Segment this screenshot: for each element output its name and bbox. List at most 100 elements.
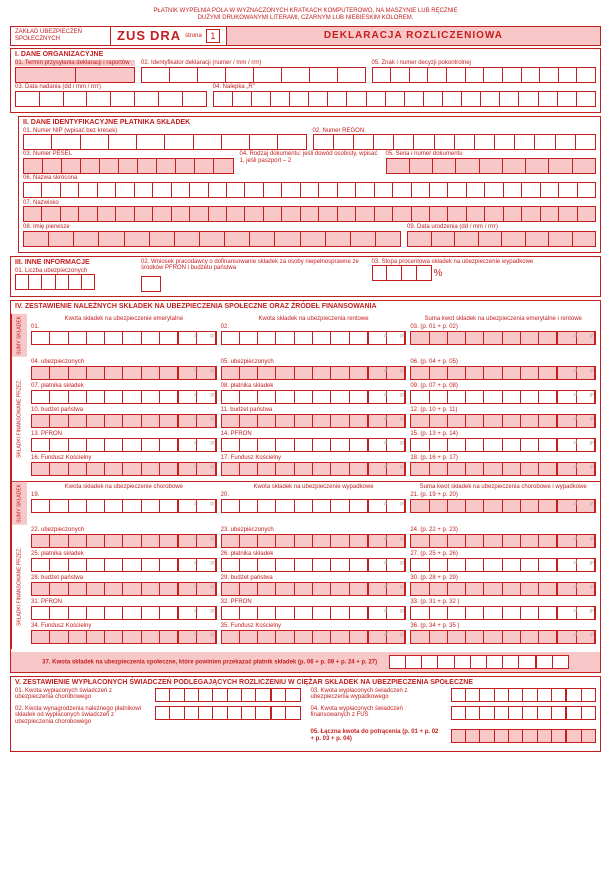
percent-sign: % [434,268,443,279]
money-input[interactable]: złgr [221,366,407,380]
s2-f06-label: 06. Nazwa skrócona [23,175,596,182]
s2-f08-label: 08. Imię pierwsze [23,224,401,231]
money-input[interactable]: złgr [31,606,217,620]
s4-tab-finby: SKŁADKI FINANSOWANE PRZEZ: [11,357,27,481]
money-input[interactable]: złgr [221,558,407,572]
s3-f01-label: 01. Liczba ubezpieczonych [15,268,135,275]
money-input[interactable]: złgr [410,331,596,345]
surname-input[interactable] [23,206,596,222]
money-input[interactable]: złgr [31,630,217,644]
money-input[interactable]: złgr [410,582,596,596]
regon-input[interactable] [313,134,597,150]
money-input[interactable]: złgr [410,414,596,428]
s4-tab-sumy: SUMY SKŁADEK [11,314,27,357]
money-input[interactable]: złgr [221,462,407,476]
money-input[interactable]: złgr [221,438,407,452]
money-input[interactable]: złgr [410,630,596,644]
page-word: strona [185,33,202,39]
money-input[interactable]: złgr [221,582,407,596]
s5-f05-label: 05. Łączna kwota do potrącenia (p. 01 + … [311,729,441,743]
s5-f05-input[interactable] [451,729,597,743]
field-03-label: 03. Data nadania (dd / mm / rrrr) [15,84,207,91]
s4-hb3: Suma kwot składek na ubezpieczenia choro… [410,484,596,490]
line-37-input[interactable] [389,655,569,669]
field-02-input[interactable] [141,67,366,83]
money-input[interactable]: złgr [31,390,217,404]
field-01-input[interactable] [15,67,135,83]
money-input[interactable]: złgr [31,366,217,380]
firstname-input[interactable] [23,231,401,247]
money-input[interactable]: złgr [410,558,596,572]
top-instruction: PŁATNIK WYPEŁNIA POLA W WYZNACZONYCH KRA… [10,8,601,22]
agency-name: ZAKŁAD UBEZPIECZEŃ SPOŁECZNYCH [11,27,111,44]
field-02-label: 02. Identyfikator deklaracji (numer / mm… [141,60,366,67]
s2-f05-label: 05. Seria i numer dokumentu [386,151,597,158]
s4-ha2: Kwota składek na ubezpieczenia rentowe [221,316,407,322]
s4-tab-finby2: SKŁADKI FINANSOWANE PRZEZ: [11,525,27,649]
nip-input[interactable] [23,134,307,150]
pesel-input[interactable] [23,158,234,174]
money-input[interactable]: złgr [31,534,217,548]
money-input[interactable]: złgr [31,438,217,452]
money-input[interactable]: złgr [221,534,407,548]
dob-input[interactable] [407,231,596,247]
s5-f01-input[interactable] [155,688,301,702]
form-code: ZUS DRA strona 1 [111,27,227,44]
s4-ha1: Kwota składek na ubezpieczenie emerytaln… [31,316,217,322]
field-03-input[interactable] [15,91,207,107]
money-input[interactable]: złgr [410,438,596,452]
insured-count-input[interactable] [15,274,95,290]
money-input[interactable]: złgr [31,582,217,596]
s2-f04-label: 04. Rodzaj dokumentu: jeśli dowód osobis… [240,151,380,164]
doc-input[interactable] [386,158,597,174]
money-input[interactable]: złgr [31,331,217,345]
money-input[interactable]: złgr [221,414,407,428]
field-05-input[interactable] [372,67,597,83]
main-title: DEKLARACJA ROZLICZENIOWA [227,27,600,44]
s5-f03-input[interactable] [451,688,597,702]
s3-f02-input[interactable] [141,276,161,292]
field-04-input[interactable] [213,91,596,107]
money-input[interactable]: złgr [31,414,217,428]
money-input[interactable]: złgr [410,499,596,513]
money-input[interactable]: złgr [221,331,407,345]
s2-f02-label: 02. Numer REGON [313,128,597,135]
section-3: III. INNE INFORMACJE 01. Liczba ubezpiec… [10,256,601,297]
money-input[interactable]: złgr [221,390,407,404]
s3-f03-label: 03. Stopa procentowa składek na ubezpiec… [372,259,597,266]
s2-f09-label: 09. Data urodzenia (dd / mm / rrrr) [407,224,596,231]
money-input[interactable]: złgr [31,558,217,572]
header: ZAKŁAD UBEZPIECZEŃ SPOŁECZNYCH ZUS DRA s… [10,26,601,45]
shortname-input[interactable] [23,182,596,198]
s5-f02-input[interactable] [155,706,301,720]
section-4: IV. ZESTAWIENIE NALEŻNYCH SKŁADEK NA UBE… [10,300,601,673]
s3-f03-input[interactable] [372,265,432,281]
s4-ha3: Suma kwot składek na ubezpieczenia emery… [410,316,596,322]
money-input[interactable]: złgr [221,630,407,644]
money-input[interactable]: złgr [221,606,407,620]
money-input[interactable]: złgr [410,606,596,620]
section-1: I. DANE ORGANIZACYJNE 01. Termin przysył… [10,48,601,113]
dra-label: DRA [150,28,181,43]
section-2-title: II. DANE IDENTYFIKACYJNE PŁATNIKA SKŁADE… [23,119,596,126]
s5-f03-label: 03. Kwota wypłaconych świadczeń z ubezpi… [311,688,441,702]
money-input[interactable]: złgr [221,499,407,513]
s4-hb1: Kwota składek na ubezpieczenie chorobowe [31,484,217,490]
money-input[interactable]: złgr [31,499,217,513]
line-37: 37. Kwota składek na ubezpieczenia społe… [11,652,600,672]
field-04-label: 04. Nalepka „R" [213,84,596,91]
section-5-title: V. ZESTAWIENIE WYPŁACONYCH ŚWIADCZEŃ POD… [15,679,596,686]
section-2: II. DANE IDENTYFIKACYJNE PŁATNIKA SKŁADE… [18,116,601,253]
money-input[interactable]: złgr [31,462,217,476]
money-input[interactable]: złgr [410,366,596,380]
section-4-title: IV. ZESTAWIENIE NALEŻNYCH SKŁADEK NA UBE… [11,301,600,312]
s2-f03-label: 03. Numer PESEL [23,151,234,158]
zus-label: ZUS [117,28,146,43]
money-input[interactable]: złgr [410,462,596,476]
s2-f01-label: 01. Numer NIP (wpisać bez kresek) [23,128,307,135]
s4-tab-sumy2: SUMY SKŁADEK [11,482,27,525]
s5-f04-input[interactable] [451,706,597,720]
money-input[interactable]: złgr [410,534,596,548]
money-input[interactable]: złgr [410,390,596,404]
s5-f02-label: 02. Kwota wynagrodzenia należnego płatni… [15,706,145,726]
